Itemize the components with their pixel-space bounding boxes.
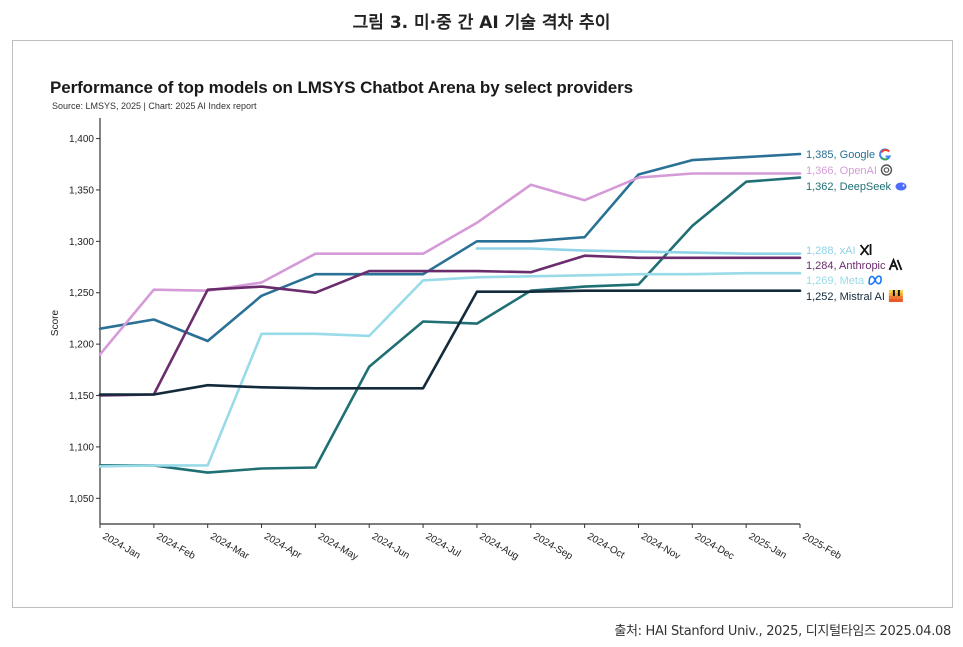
end-label-anthropic: 1,284, Anthropic [806, 260, 886, 272]
chart-end-labels: 1,385, Google 1,366, OpenAI 1,362, DeepSee… [806, 148, 907, 303]
x-tick-label: 2025-Jan [747, 531, 789, 561]
x-tick-label: 2024-Apr [262, 531, 304, 561]
google-icon [879, 148, 892, 161]
end-label-openai: 1,366, OpenAI [806, 165, 877, 177]
x-tick-label: 2024-Nov [639, 531, 682, 562]
y-tick-label: 1,350 [69, 185, 94, 196]
series-line-openai [98, 172, 802, 356]
series-line-mistral-ai [98, 289, 802, 396]
chart-axes: 1,050 1,100 1,150 1,200 1,250 1,300 1,350 1,400… [69, 118, 843, 563]
x-tick-label: 2024-Jul [424, 531, 463, 560]
x-tick-label: 2024-May [316, 531, 360, 563]
series-line-xai [475, 247, 802, 255]
x-tick-label: 2024-Jun [370, 531, 412, 561]
x-tick-label: 2024-Jan [101, 531, 143, 561]
y-tick-label: 1,250 [69, 288, 94, 299]
x-tick-label: 2025-Feb [801, 531, 844, 562]
figure-caption: 그림 3. 미·중 간 AI 기술 격차 추이 [352, 13, 611, 33]
deepseek-icon [895, 182, 907, 191]
y-tick-label: 1,200 [69, 340, 94, 351]
chart-series-lines [98, 152, 802, 474]
xai-icon [859, 244, 872, 256]
openai-icon [880, 164, 893, 176]
y-tick-label: 1,400 [69, 134, 94, 145]
series-line-deepseek [98, 176, 802, 474]
source-note: 출처: HAI Stanford Univ., 2025, 디지털타임즈 202… [614, 624, 951, 639]
y-tick-label: 1,050 [69, 494, 94, 505]
end-label-meta: 1,269, Meta [806, 275, 865, 287]
x-tick-label: 2024-Mar [208, 531, 251, 562]
anthropic-icon [888, 257, 903, 271]
end-label-google: 1,385, Google [806, 149, 875, 161]
y-tick-label: 1,100 [69, 442, 94, 453]
x-tick-label: 2024-Sep [531, 531, 574, 562]
series-line-meta [98, 271, 802, 468]
series-line-anthropic [98, 254, 802, 397]
mistral-icon [888, 290, 903, 302]
y-tick-label: 1,300 [69, 237, 94, 248]
chart-subtitle: Source: LMSYS, 2025 | Chart: 2025 AI Ind… [52, 101, 257, 111]
x-tick-label: 2024-Dec [693, 531, 736, 562]
chart-title: Performance of top models on LMSYS Chatb… [50, 78, 633, 97]
end-label-mistral-ai: 1,252, Mistral AI [806, 291, 885, 303]
y-axis-label: Score [50, 310, 61, 337]
x-tick-label: 2024-Feb [154, 531, 197, 562]
end-label-deepseek: 1,362, DeepSeek [806, 181, 892, 193]
meta-icon [868, 275, 882, 286]
y-tick-label: 1,150 [69, 391, 94, 402]
x-tick-label: 2024-Aug [477, 531, 520, 562]
chart-frame [12, 40, 953, 608]
x-tick-label: 2024-Oct [585, 531, 626, 561]
series-line-google [98, 152, 802, 343]
end-label-xai: 1,288, xAI [806, 245, 856, 257]
